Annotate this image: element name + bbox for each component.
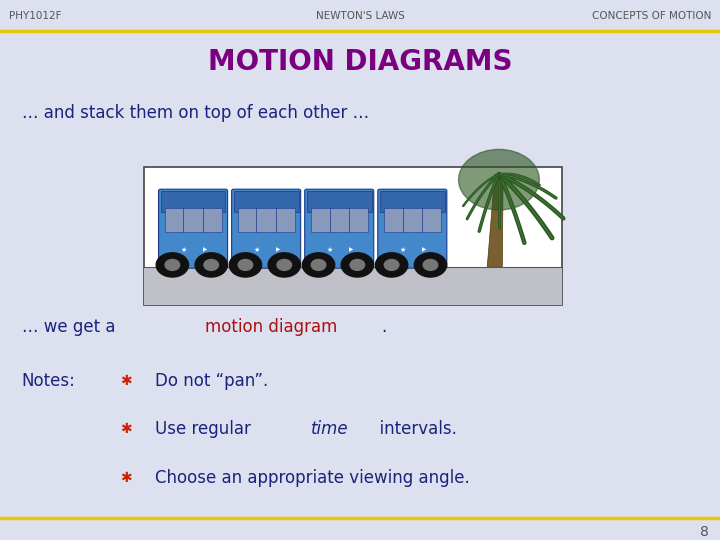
Text: ★: ★ [326, 247, 333, 253]
Text: ▶: ▶ [422, 247, 426, 252]
Circle shape [229, 253, 261, 277]
FancyBboxPatch shape [305, 189, 374, 268]
Circle shape [311, 260, 325, 271]
Text: ✱: ✱ [120, 422, 132, 436]
Text: … we get a: … we get a [22, 318, 120, 336]
Circle shape [459, 150, 539, 210]
Circle shape [156, 253, 189, 277]
Circle shape [195, 253, 228, 277]
Text: MOTION DIAGRAMS: MOTION DIAGRAMS [208, 48, 512, 76]
Bar [165, 208, 222, 232]
FancyBboxPatch shape [232, 189, 301, 268]
Circle shape [414, 253, 446, 277]
Text: CONCEPTS OF MOTION: CONCEPTS OF MOTION [592, 11, 711, 21]
Text: … and stack them on top of each other …: … and stack them on top of each other … [22, 104, 369, 123]
Circle shape [302, 253, 335, 277]
Circle shape [277, 260, 292, 271]
Text: ★: ★ [400, 247, 406, 253]
Circle shape [204, 260, 218, 271]
Text: ▶: ▶ [276, 247, 280, 252]
Text: Use regular: Use regular [155, 420, 256, 438]
Bar [144, 267, 562, 305]
Circle shape [268, 253, 300, 277]
Text: Choose an appropriate viewing angle.: Choose an appropriate viewing angle. [155, 469, 469, 487]
FancyBboxPatch shape [158, 189, 228, 268]
Text: .: . [382, 318, 387, 336]
Polygon shape [487, 174, 503, 267]
Text: ✱: ✱ [120, 471, 132, 485]
Bar [238, 208, 294, 232]
Circle shape [350, 260, 364, 271]
Bar [307, 191, 372, 212]
Text: PHY1012F: PHY1012F [9, 11, 61, 21]
Text: Notes:: Notes: [22, 372, 76, 390]
Circle shape [375, 253, 408, 277]
Text: time: time [311, 420, 348, 438]
Text: Do not “pan”.: Do not “pan”. [155, 372, 268, 390]
Text: ▶: ▶ [348, 247, 353, 252]
Bar [144, 167, 562, 305]
Text: ★: ★ [253, 247, 260, 253]
Circle shape [423, 260, 438, 271]
Text: ★: ★ [180, 247, 186, 253]
Circle shape [238, 260, 253, 271]
Bar [161, 191, 225, 212]
Bar [311, 208, 368, 232]
Circle shape [165, 260, 179, 271]
FancyBboxPatch shape [378, 189, 447, 268]
Bar [380, 191, 445, 212]
Bar [384, 208, 441, 232]
Circle shape [384, 260, 399, 271]
Text: ▶: ▶ [202, 247, 207, 252]
Text: ✱: ✱ [120, 374, 132, 388]
Text: NEWTON'S LAWS: NEWTON'S LAWS [315, 11, 405, 21]
Text: motion diagram: motion diagram [205, 318, 338, 336]
Text: intervals.: intervals. [369, 420, 456, 438]
Bar [234, 191, 299, 212]
Text: 8: 8 [701, 525, 709, 539]
Circle shape [341, 253, 374, 277]
